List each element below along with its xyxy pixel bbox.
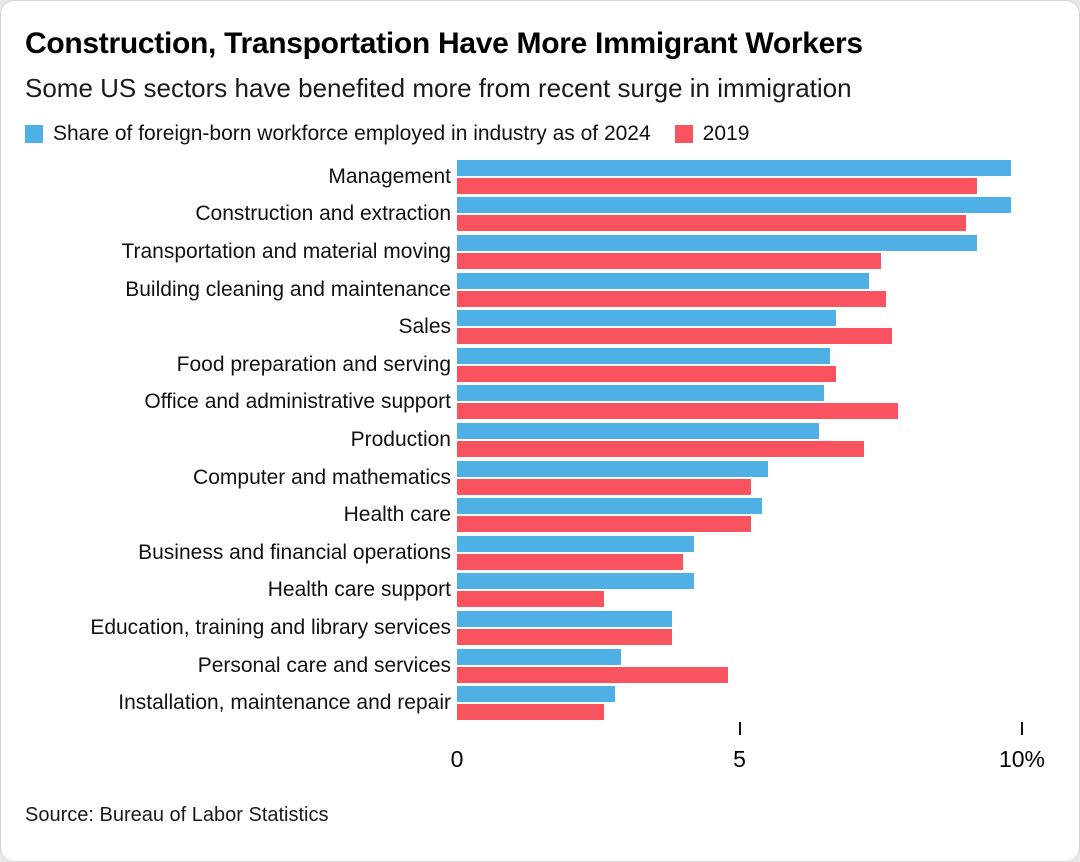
chart-row: Construction and extraction bbox=[25, 196, 1051, 234]
axis-plot: 0 5 10% bbox=[451, 721, 1045, 786]
chart-row: Education, training and library services bbox=[25, 609, 1051, 647]
axis-tick-label: 0 bbox=[450, 745, 464, 772]
bar-group bbox=[457, 385, 1022, 420]
chart-row: Health care bbox=[25, 496, 1051, 534]
chart-row: Health care support bbox=[25, 572, 1051, 610]
category-label: Management bbox=[328, 164, 451, 188]
category-label: Health care bbox=[343, 503, 451, 527]
bar-group bbox=[457, 234, 1022, 269]
bar-2019 bbox=[457, 290, 887, 307]
axis-tick-label: 5 bbox=[733, 745, 746, 772]
chart-rows: Management Construction and extraction Tra… bbox=[25, 158, 1051, 722]
bar-2019 bbox=[457, 177, 977, 194]
bar-2024 bbox=[457, 648, 621, 665]
chart-row: Food preparation and serving bbox=[25, 346, 1051, 384]
chart-row: Installation, maintenance and repair bbox=[25, 684, 1051, 722]
bar-2024 bbox=[457, 159, 1011, 176]
bar-group bbox=[457, 422, 1022, 457]
category-label: Installation, maintenance and repair bbox=[118, 691, 451, 715]
bar-group bbox=[457, 686, 1022, 721]
bar-2024 bbox=[457, 197, 1011, 214]
chart-row: Personal care and services bbox=[25, 647, 1051, 685]
bar-2024 bbox=[457, 385, 825, 402]
category-label: Transportation and material moving bbox=[121, 239, 451, 263]
bar-group bbox=[457, 460, 1022, 495]
legend-swatch-2024 bbox=[25, 125, 43, 143]
chart-row: Production bbox=[25, 421, 1051, 459]
bar-2019 bbox=[457, 365, 836, 382]
bar-2024 bbox=[457, 498, 763, 515]
category-label: Computer and mathematics bbox=[193, 465, 451, 489]
category-label: Sales bbox=[398, 315, 451, 339]
chart-row: Management bbox=[25, 158, 1051, 196]
chart-title: Construction, Transportation Have More I… bbox=[25, 27, 863, 60]
bar-group bbox=[457, 573, 1022, 608]
bar-2019 bbox=[457, 215, 966, 232]
bar-2019 bbox=[457, 403, 898, 420]
bar-group bbox=[457, 272, 1022, 307]
bar-2019 bbox=[457, 553, 683, 570]
category-label: Personal care and services bbox=[197, 653, 451, 677]
axis-tick bbox=[1021, 721, 1023, 735]
bar-2024 bbox=[457, 573, 695, 590]
chart-row: Office and administrative support bbox=[25, 384, 1051, 422]
bar-2019 bbox=[457, 704, 604, 721]
chart-row: Business and financial operations bbox=[25, 534, 1051, 572]
bar-2024 bbox=[457, 272, 870, 289]
chart-subtitle: Some US sectors have benefited more from… bbox=[25, 73, 852, 103]
bar-group bbox=[457, 648, 1022, 683]
bar-group bbox=[457, 197, 1022, 232]
bar-group bbox=[457, 159, 1022, 194]
source-note: Source: Bureau of Labor Statistics bbox=[25, 803, 329, 826]
category-label: Food preparation and serving bbox=[176, 352, 451, 376]
legend-label-2024: Share of foreign-born workforce employed… bbox=[53, 122, 651, 145]
chart-row: Transportation and material moving bbox=[25, 233, 1051, 271]
bar-group bbox=[457, 498, 1022, 533]
legend-label-2019: 2019 bbox=[702, 122, 750, 145]
bar-group bbox=[457, 535, 1022, 570]
bar-2024 bbox=[457, 422, 819, 439]
x-axis: 0 5 10% bbox=[25, 721, 1051, 786]
bar-2019 bbox=[457, 666, 729, 683]
bar-2024 bbox=[457, 234, 977, 251]
category-label: Office and administrative support bbox=[144, 390, 451, 414]
bar-2024 bbox=[457, 610, 672, 627]
bar-group bbox=[457, 347, 1022, 382]
category-label: Health care support bbox=[267, 578, 451, 602]
axis-tick-label: 10% bbox=[998, 745, 1046, 772]
bar-2024 bbox=[457, 310, 836, 327]
axis-tick bbox=[738, 721, 741, 735]
bar-2019 bbox=[457, 328, 893, 345]
bar-chart: Management Construction and extraction Tra… bbox=[25, 158, 1051, 786]
bar-2019 bbox=[457, 252, 881, 269]
bar-2024 bbox=[457, 347, 830, 364]
bar-2019 bbox=[457, 478, 751, 495]
chart-legend: Share of foreign-born workforce employed… bbox=[25, 122, 1051, 146]
category-label: Education, training and library services bbox=[90, 615, 451, 639]
bar-2024 bbox=[457, 535, 695, 552]
bar-2019 bbox=[457, 516, 751, 533]
chart-row: Sales bbox=[25, 308, 1051, 346]
bar-2019 bbox=[457, 591, 604, 608]
category-label: Business and financial operations bbox=[138, 540, 451, 564]
bar-2019 bbox=[457, 628, 672, 645]
bar-2024 bbox=[457, 460, 768, 477]
legend-swatch-2019 bbox=[674, 125, 693, 143]
bar-group bbox=[457, 610, 1022, 645]
category-label: Building cleaning and maintenance bbox=[125, 277, 451, 301]
bar-2024 bbox=[457, 686, 616, 703]
chart-row: Computer and mathematics bbox=[25, 459, 1051, 497]
axis-spacer bbox=[25, 722, 457, 786]
category-label: Production bbox=[350, 427, 451, 451]
chart-row: Building cleaning and maintenance bbox=[25, 271, 1051, 309]
bar-group bbox=[457, 310, 1022, 345]
category-label: Construction and extraction bbox=[195, 202, 451, 226]
bar-2019 bbox=[457, 440, 864, 457]
